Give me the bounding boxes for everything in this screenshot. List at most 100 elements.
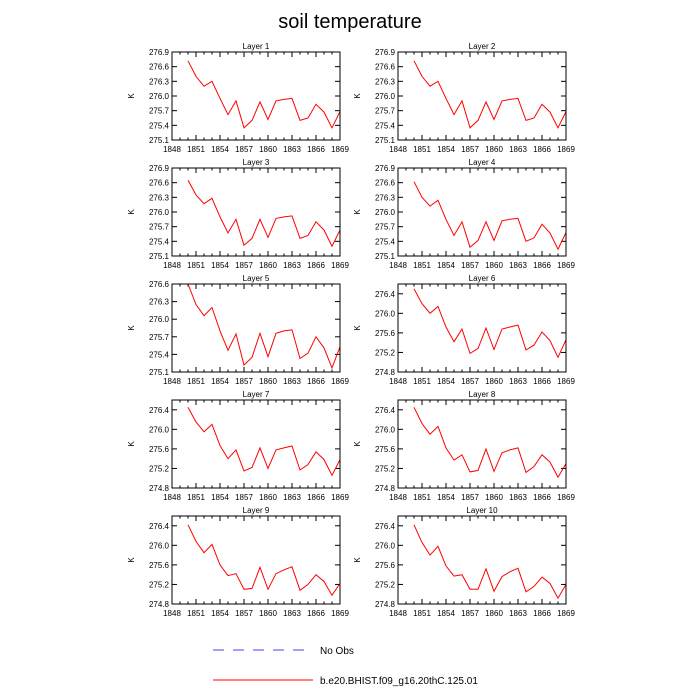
y-tick-label: 276.4 — [375, 522, 396, 531]
y-tick-label: 276.3 — [149, 193, 170, 202]
x-tick-label: 1857 — [235, 377, 253, 386]
x-tick-label: 1857 — [235, 493, 253, 502]
y-tick-label: 274.8 — [149, 484, 170, 493]
y-tick-label: 276.0 — [149, 315, 170, 324]
series-line-model — [413, 181, 567, 251]
panel-layer-2: Layer 2 K 1848 1851 1854 1857 1860 1863 1866 1869… — [353, 42, 575, 154]
legend-label-model: b.e20.BHIST.f09_g16.20thC.125.01 — [320, 676, 478, 687]
x-tick-label: 1857 — [461, 377, 479, 386]
panel-layer-8: Layer 8 K 1848 1851 1854 1857 1860 1863 1866 1869… — [353, 390, 575, 502]
x-tick-label: 1854 — [437, 261, 455, 270]
x-tick-label: 1863 — [509, 261, 527, 270]
y-tick-label: 275.1 — [375, 136, 396, 145]
figure-title: soil temperature — [278, 11, 421, 33]
panel-layer-9: Layer 9 K 1848 1851 1854 1857 1860 1863 1866 1869… — [127, 506, 349, 618]
y-tick-label: 276.4 — [149, 522, 170, 531]
y-tick-label: 275.2 — [375, 580, 396, 589]
y-axis-label: K — [353, 557, 362, 563]
y-tick-label: 275.7 — [149, 223, 170, 232]
x-tick-label: 1851 — [413, 377, 431, 386]
x-tick-label: 1851 — [413, 145, 431, 154]
series-line-model — [187, 524, 341, 597]
x-tick-label: 1866 — [307, 493, 325, 502]
x-tick-label: 1860 — [259, 609, 277, 618]
x-tick-label: 1869 — [557, 493, 575, 502]
x-tick-label: 1866 — [307, 261, 325, 270]
x-tick-label: 1863 — [509, 145, 527, 154]
legend: No Obs b.e20.BHIST.f09_g16.20thC.125.01 — [213, 646, 478, 687]
x-tick-label: 1854 — [437, 493, 455, 502]
y-tick-label: 275.4 — [375, 121, 396, 130]
y-tick-label: 275.2 — [375, 348, 396, 357]
x-tick-label: 1851 — [413, 261, 431, 270]
x-tick-label: 1869 — [557, 377, 575, 386]
x-tick-label: 1863 — [283, 261, 301, 270]
x-tick-label: 1866 — [533, 145, 551, 154]
y-axis-label: K — [353, 325, 362, 331]
panel-title: Layer 3 — [243, 158, 270, 167]
y-tick-label: 275.6 — [375, 445, 396, 454]
x-tick-label: 1854 — [437, 609, 455, 618]
y-tick-label: 276.9 — [375, 48, 396, 57]
y-tick-label: 276.9 — [149, 164, 170, 173]
legend-label-obs: No Obs — [320, 646, 354, 657]
y-axis-label: K — [353, 441, 362, 447]
x-tick-label: 1860 — [485, 261, 503, 270]
y-tick-label: 275.2 — [149, 464, 170, 473]
x-tick-label: 1863 — [509, 493, 527, 502]
x-tick-label: 1848 — [163, 493, 181, 502]
x-tick-label: 1863 — [283, 609, 301, 618]
y-tick-label: 275.7 — [149, 107, 170, 116]
plot-frame — [397, 515, 567, 605]
y-axis-label: K — [127, 441, 136, 447]
y-tick-label: 276.0 — [149, 208, 170, 217]
y-axis-label: K — [127, 557, 136, 563]
plot-frame — [171, 515, 341, 605]
x-tick-label: 1854 — [211, 261, 229, 270]
y-tick-label: 276.0 — [375, 309, 396, 318]
series-line-model — [413, 407, 567, 479]
series-line-model — [187, 283, 341, 370]
y-tick-label: 274.8 — [149, 600, 170, 609]
x-tick-label: 1854 — [211, 493, 229, 502]
x-tick-label: 1869 — [557, 261, 575, 270]
y-tick-label: 276.3 — [375, 193, 396, 202]
x-tick-label: 1848 — [389, 145, 407, 154]
y-tick-label: 275.1 — [375, 252, 396, 261]
panel-title: Layer 8 — [469, 390, 496, 399]
x-tick-label: 1851 — [187, 261, 205, 270]
panel-layer-5: Layer 5 K 1848 1851 1854 1857 1860 1863 1866 1869… — [127, 274, 349, 386]
x-tick-label: 1851 — [187, 377, 205, 386]
x-tick-label: 1857 — [461, 145, 479, 154]
x-tick-label: 1854 — [437, 145, 455, 154]
panel-layer-6: Layer 6 K 1848 1851 1854 1857 1860 1863 1866 1869… — [353, 274, 575, 386]
panel-layer-7: Layer 7 K 1848 1851 1854 1857 1860 1863 1866 1869… — [127, 390, 349, 502]
y-tick-label: 276.6 — [149, 280, 170, 289]
series-line-model — [187, 407, 341, 477]
y-tick-label: 275.4 — [375, 237, 396, 246]
y-axis-label: K — [127, 93, 136, 99]
y-tick-label: 276.4 — [149, 406, 170, 415]
x-tick-label: 1857 — [461, 609, 479, 618]
y-tick-label: 275.6 — [149, 445, 170, 454]
series-line-model — [187, 60, 341, 129]
y-tick-label: 276.0 — [149, 425, 170, 434]
panel-title: Layer 6 — [469, 274, 496, 283]
y-axis-label: K — [353, 93, 362, 99]
x-tick-label: 1854 — [211, 609, 229, 618]
x-tick-label: 1866 — [533, 261, 551, 270]
y-tick-label: 274.8 — [375, 484, 396, 493]
panel-title: Layer 2 — [469, 42, 496, 51]
x-tick-label: 1848 — [163, 377, 181, 386]
panel-layer-3: Layer 3 K 1848 1851 1854 1857 1860 1863 1866 1869… — [127, 158, 349, 270]
y-tick-label: 275.4 — [149, 350, 170, 359]
panels: Layer 1 K 1848 1851 1854 1857 1860 1863 1866 1869… — [127, 42, 575, 618]
x-tick-label: 1869 — [331, 377, 349, 386]
y-tick-label: 276.0 — [149, 92, 170, 101]
x-tick-label: 1860 — [259, 493, 277, 502]
y-tick-label: 276.6 — [375, 63, 396, 72]
x-tick-label: 1860 — [485, 145, 503, 154]
x-tick-label: 1863 — [509, 377, 527, 386]
x-tick-label: 1857 — [235, 609, 253, 618]
